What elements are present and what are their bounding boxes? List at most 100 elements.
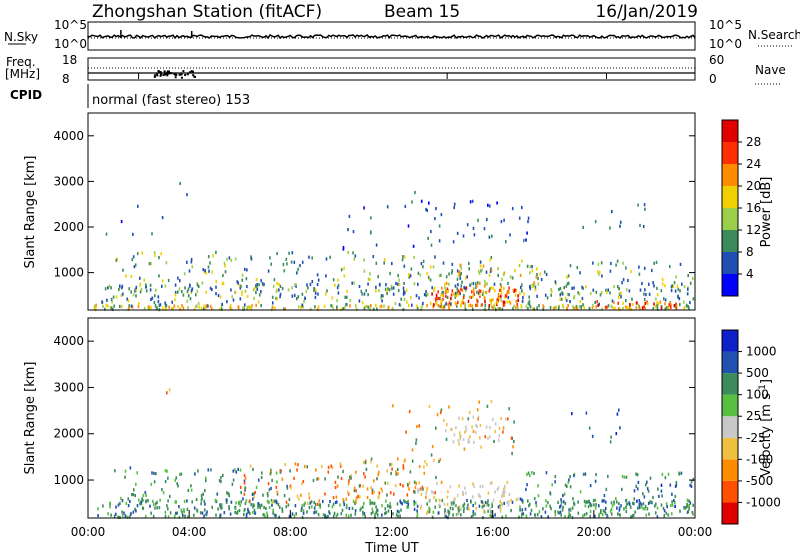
range-cell <box>433 288 435 292</box>
range-cell <box>219 513 222 517</box>
range-cell <box>348 506 351 511</box>
range-cell <box>655 260 658 264</box>
range-cell <box>147 305 150 309</box>
range-cell <box>377 275 379 279</box>
range-cell <box>126 515 129 519</box>
range-cell <box>477 417 479 421</box>
range-cell <box>203 307 205 311</box>
range-cell <box>569 475 571 479</box>
range-cell <box>667 472 670 476</box>
range-cell <box>453 498 455 502</box>
range-cell <box>618 508 621 512</box>
range-cell <box>683 506 685 510</box>
range-cell <box>473 484 475 488</box>
range-cell <box>625 266 627 270</box>
range-cell <box>215 285 217 289</box>
range-cell <box>364 515 366 519</box>
range-cell <box>404 291 406 295</box>
range-cell <box>209 304 212 308</box>
range-cell <box>301 504 303 508</box>
range-cell <box>241 278 244 282</box>
range-cell <box>306 283 308 287</box>
range-cell <box>681 282 683 286</box>
range-cell <box>351 281 353 285</box>
range-cell <box>488 304 491 308</box>
range-cell <box>455 294 457 298</box>
range-cell <box>468 410 471 415</box>
range-cell <box>554 475 557 479</box>
range-cell <box>554 510 556 514</box>
range-cell <box>418 465 421 469</box>
range-cell <box>230 288 232 292</box>
range-cell <box>145 499 148 503</box>
range-cell <box>670 289 673 293</box>
range-cell <box>124 514 127 518</box>
range-cell <box>475 282 477 286</box>
range-cell <box>636 301 638 305</box>
range-cell <box>375 511 377 515</box>
range-cell <box>110 513 112 517</box>
range-cell <box>589 509 592 513</box>
range-cell <box>365 467 368 471</box>
range-cell <box>638 502 641 506</box>
range-cell <box>435 293 438 297</box>
colorbar-swatch <box>722 208 738 230</box>
range-cell <box>281 509 284 513</box>
range-cell <box>484 282 487 286</box>
range-cell <box>211 270 213 274</box>
range-cell <box>499 307 501 311</box>
freq-dot <box>174 76 177 79</box>
range-cell <box>390 284 393 288</box>
range-cell <box>521 498 523 502</box>
range-cell <box>308 255 310 259</box>
range-cell <box>545 504 548 508</box>
range-cell <box>392 404 394 408</box>
range-cell <box>274 500 276 504</box>
range-cell <box>308 506 311 510</box>
range-cell <box>472 281 475 286</box>
range-cell <box>295 512 297 516</box>
range-cell <box>291 251 294 255</box>
range-cell <box>497 307 500 311</box>
range-cell <box>446 295 449 299</box>
range-cell <box>526 231 528 235</box>
range-cell <box>329 255 331 259</box>
range-cell <box>527 301 530 305</box>
range-cell <box>625 305 627 309</box>
range-cell <box>353 488 356 493</box>
range-cell <box>139 283 142 287</box>
range-cell <box>408 303 410 307</box>
range-cell <box>158 303 161 307</box>
colorbar-swatch <box>722 480 738 503</box>
range-cell <box>367 277 370 281</box>
range-cell <box>645 513 648 517</box>
range-cell <box>393 492 395 496</box>
range-cell <box>423 465 425 469</box>
range-cell <box>560 504 562 508</box>
range-cell <box>416 504 419 508</box>
range-cell <box>167 476 169 480</box>
range-cell <box>505 294 508 298</box>
range-cell <box>566 282 569 286</box>
range-cell <box>109 505 111 509</box>
range-cell <box>109 501 111 505</box>
range-cell <box>499 500 501 504</box>
range-cell <box>149 283 152 287</box>
range-cell <box>212 254 214 258</box>
range-cell <box>534 513 536 517</box>
range-cell <box>413 489 415 494</box>
range-cell <box>153 503 155 507</box>
range-cell <box>268 488 271 492</box>
range-cell <box>579 271 581 275</box>
range-cell <box>692 297 695 301</box>
range-cell <box>591 305 594 309</box>
range-cell <box>588 307 591 311</box>
range-cell <box>610 501 613 505</box>
nsearch-tick-bottom: 10^0 <box>709 37 742 51</box>
range-cell <box>514 293 517 297</box>
range-cell <box>656 292 659 297</box>
range-cell <box>499 507 502 511</box>
range-cell <box>187 488 190 493</box>
range-cell <box>538 510 541 514</box>
freq-dot <box>153 75 156 78</box>
